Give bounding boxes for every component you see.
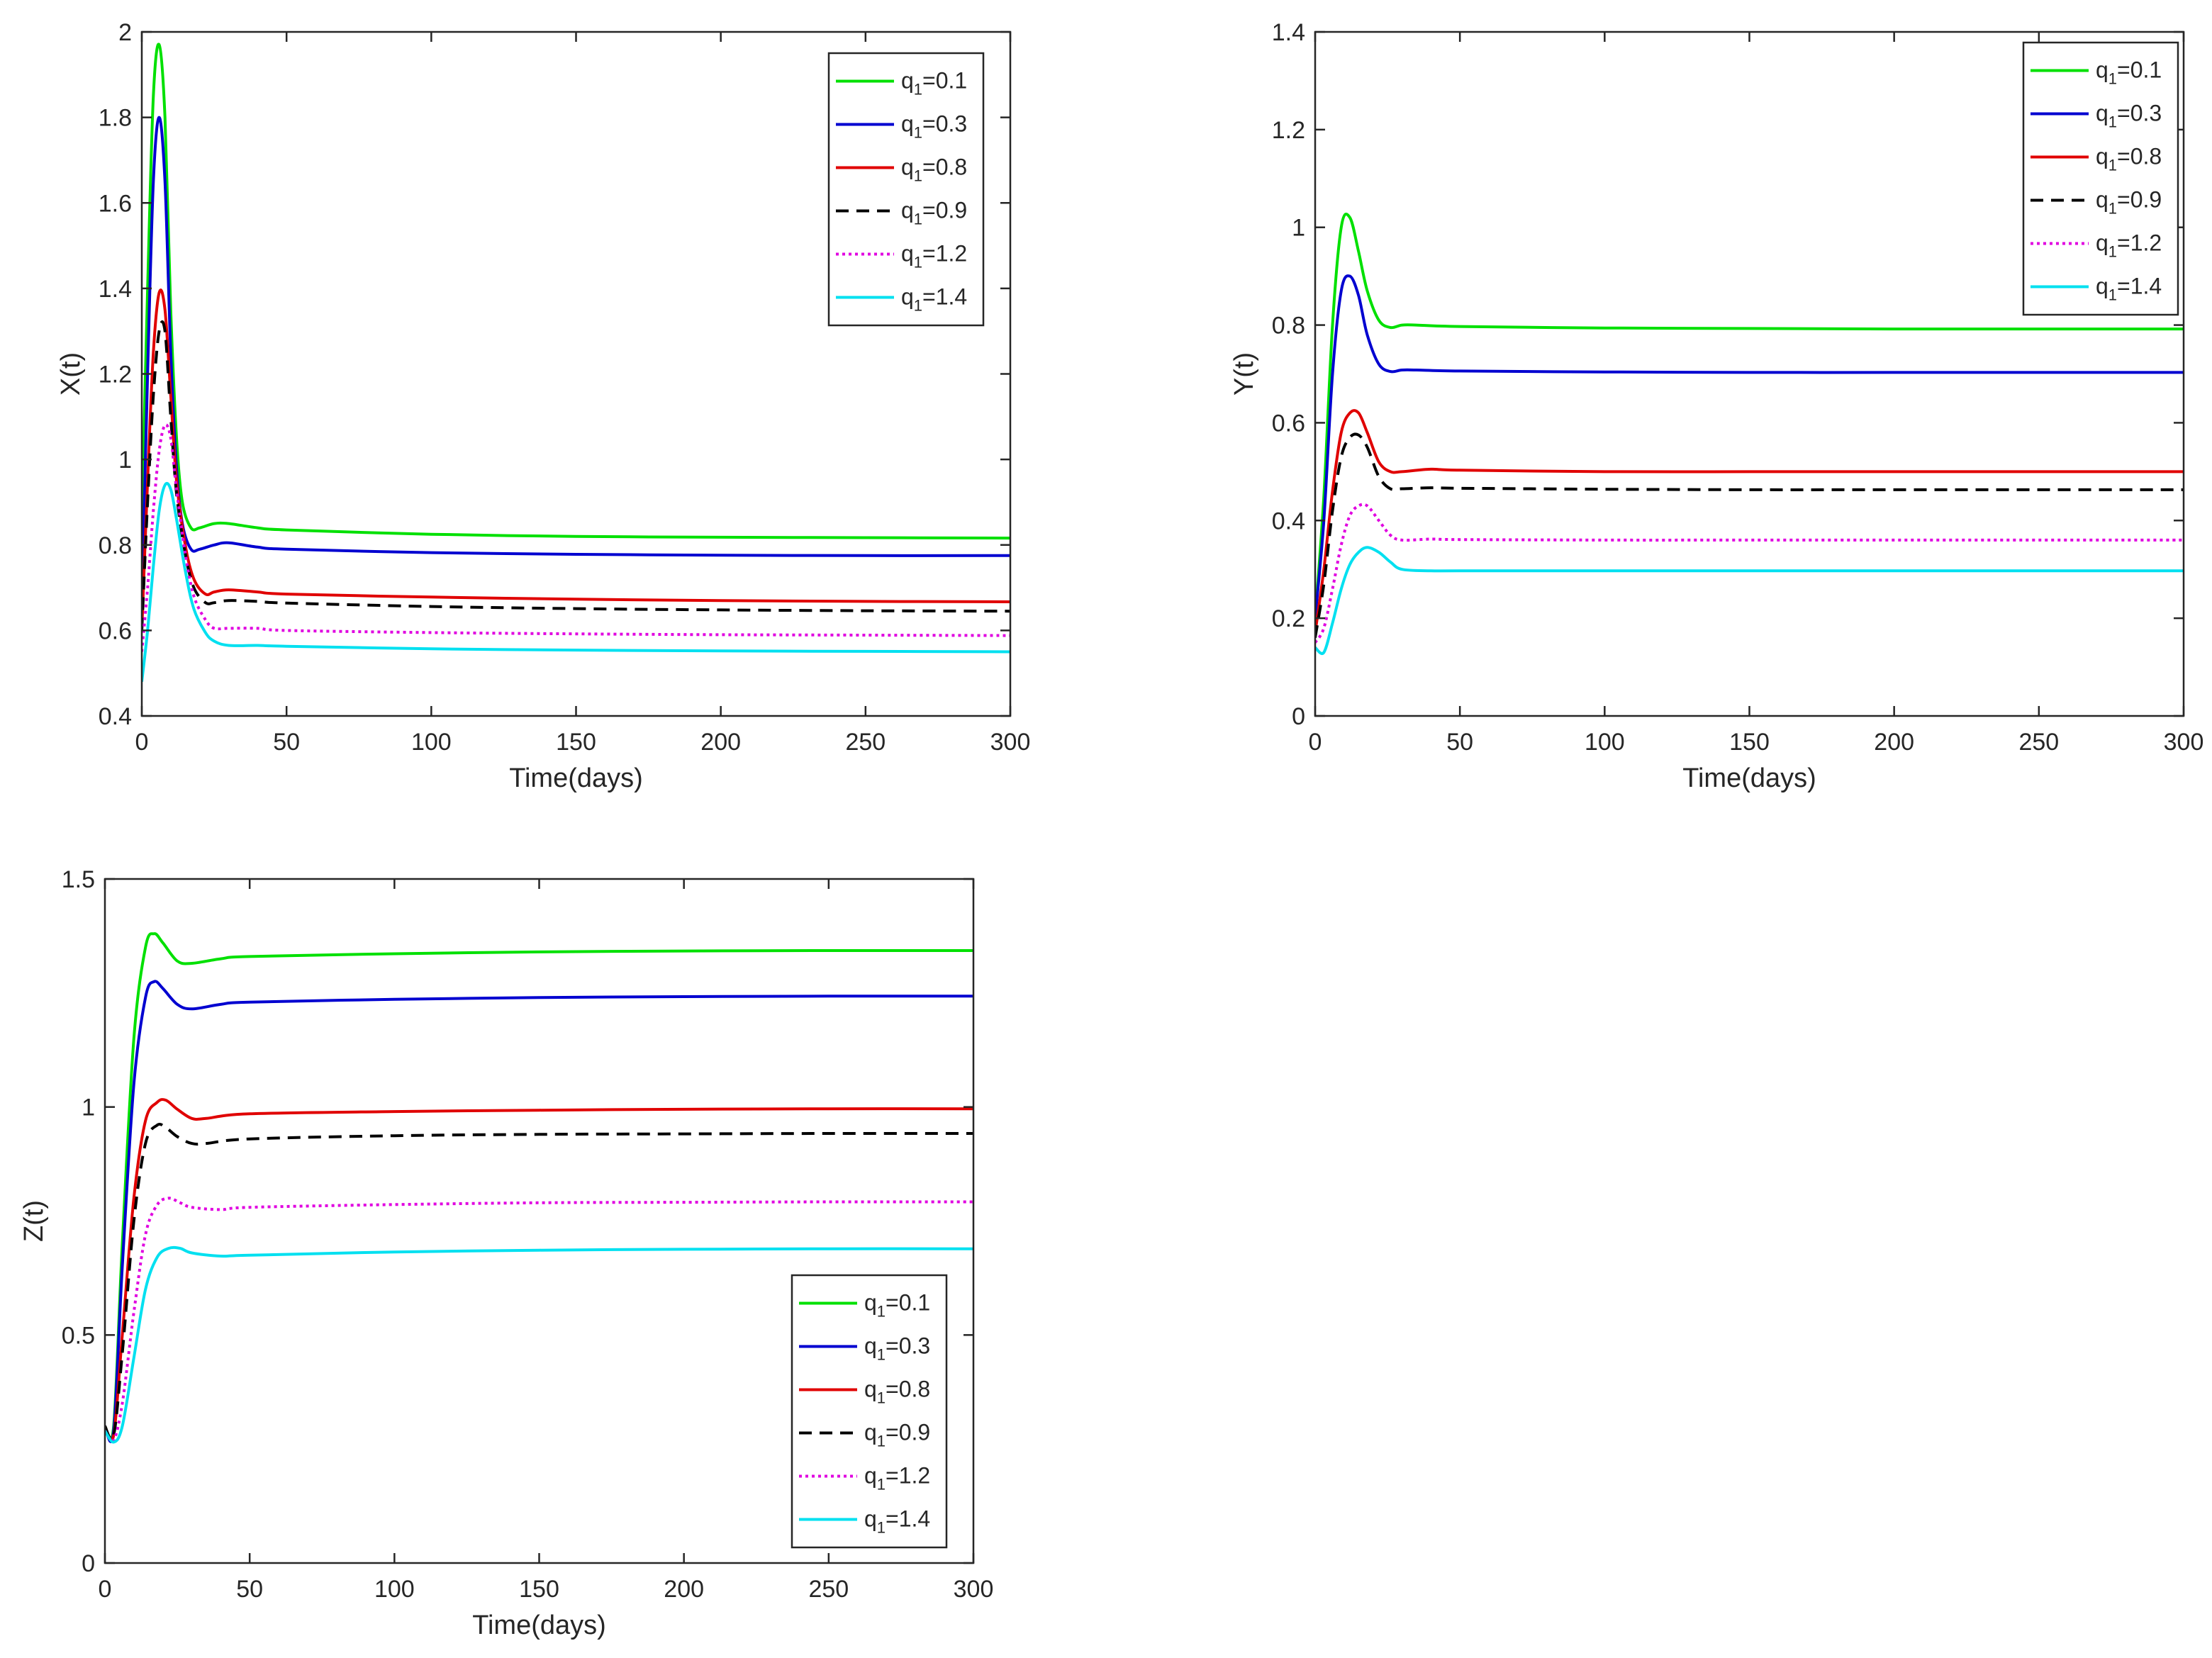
series-line-1: [1315, 213, 2184, 619]
x-tick-label: 300: [954, 1576, 994, 1603]
series-line-4: [142, 320, 1010, 631]
x-tick-label: 0: [1309, 729, 1322, 756]
series-line-1: [105, 932, 973, 1441]
legend-label: q1=1.4: [2096, 274, 2162, 304]
series-line-6: [105, 1245, 973, 1444]
y-tick-label: 0.4: [1272, 508, 1305, 534]
legend: q1=0.1 q1=0.3 q1=0.8 q1=0.9 q1=1.2 q1=1.4: [2022, 41, 2179, 316]
x-tick-label: 150: [556, 729, 596, 756]
y-axis-label: Z(t): [19, 1200, 49, 1242]
x-tick-label: 200: [664, 1576, 704, 1603]
series-line-6: [1315, 546, 2184, 655]
chart-y: 0 50 100 150 200 250 300 0 0.2 0.4 0.6 0.8 1 1.2 1.4 Ti…: [1229, 19, 2203, 793]
x-tick-label: 100: [1585, 729, 1625, 756]
chart-z: 0 50 100 150 200 250 300 0 0.5 1 1.5 Time(days) Z(t)…: [19, 866, 993, 1640]
y-tick-label: 1.8: [99, 105, 132, 132]
series-line-3: [142, 289, 1010, 631]
legend-label: q1=0.3: [2096, 101, 2162, 131]
series-group: [105, 932, 973, 1444]
series-line-2: [105, 980, 973, 1443]
legend-box: [827, 52, 985, 327]
series-line-1: [142, 43, 1010, 540]
x-axis-label: Time(days): [472, 1611, 606, 1640]
x-tick-label: 150: [1729, 729, 1770, 756]
legend-box: [791, 1274, 948, 1549]
legend-label: q1=0.9: [2096, 187, 2162, 218]
x-tick-label: 0: [135, 729, 149, 756]
series-line-3: [105, 1098, 973, 1443]
x-tick-label: 100: [411, 729, 452, 756]
y-axis-label: X(t): [56, 352, 86, 396]
series-line-2: [1315, 274, 2184, 619]
legend-label: q1=0.9: [901, 198, 967, 228]
x-axis-label: Time(days): [1682, 763, 1816, 793]
series-line-2: [142, 116, 1010, 610]
series-group: [142, 43, 1010, 683]
x-tick-label: 50: [1446, 729, 1473, 756]
y-tick-label: 1.4: [99, 276, 132, 303]
y-tick-label: 1.2: [1272, 117, 1305, 144]
y-tick-label: 0: [1292, 703, 1305, 730]
legend: q1=0.1 q1=0.3 q1=0.8 q1=0.9 q1=1.2 q1=1.4: [827, 52, 985, 327]
y-tick-label: 0: [82, 1550, 95, 1577]
series-line-5: [1315, 503, 2184, 644]
y-tick-label: 1: [1292, 215, 1305, 242]
y-tick-label: 0.8: [1272, 313, 1305, 340]
x-tick-label: 200: [1874, 729, 1914, 756]
x-tick-label: 300: [990, 729, 1031, 756]
legend-label: q1=1.2: [864, 1463, 930, 1494]
x-axis-label: Time(days): [509, 763, 643, 793]
series-line-6: [142, 481, 1010, 683]
x-tick-label: 250: [808, 1576, 849, 1603]
legend-box: [2022, 41, 2179, 316]
y-tick-label: 0.2: [1272, 605, 1305, 632]
y-tick-label: 1.5: [62, 866, 95, 893]
y-tick-label: 0.4: [99, 703, 132, 730]
y-tick-label: 0.5: [62, 1322, 95, 1349]
legend-label: q1=0.8: [864, 1377, 930, 1407]
series-line-4: [1315, 432, 2184, 639]
y-tick-label: 1.4: [1272, 19, 1305, 46]
legend-label: q1=0.3: [901, 111, 967, 142]
y-tick-label: 1.6: [99, 190, 132, 217]
x-tick-label: 50: [236, 1576, 263, 1603]
legend-label: q1=1.2: [901, 241, 967, 271]
x-tick-label: 250: [2018, 729, 2059, 756]
series-group: [1315, 213, 2184, 655]
legend-label: q1=0.9: [864, 1420, 930, 1450]
legend-label: q1=0.1: [901, 68, 967, 99]
y-tick-label: 1.2: [99, 362, 132, 388]
legend-label: q1=0.8: [901, 155, 967, 185]
x-tick-label: 50: [273, 729, 300, 756]
y-tick-label: 2: [118, 19, 132, 46]
legend-label: q1=1.4: [901, 284, 967, 315]
series-line-3: [1315, 409, 2184, 634]
chart-x: 0 50 100 150 200 250 300 0.4 0.6 0.8 1 1.2 1.4 1.6 1.8…: [56, 19, 1030, 793]
legend-label: q1=1.2: [2096, 230, 2162, 261]
legend: q1=0.1 q1=0.3 q1=0.8 q1=0.9 q1=1.2 q1=1.4: [791, 1274, 948, 1549]
x-tick-label: 100: [374, 1576, 415, 1603]
series-line-4: [105, 1122, 973, 1441]
y-tick-label: 1: [82, 1094, 95, 1121]
y-tick-label: 0.8: [99, 532, 132, 559]
x-tick-label: 150: [519, 1576, 559, 1603]
legend-label: q1=0.1: [2096, 57, 2162, 88]
x-tick-label: 0: [99, 1576, 112, 1603]
x-tick-label: 200: [700, 729, 741, 756]
y-axis-label: Y(t): [1229, 352, 1259, 396]
x-tick-label: 300: [2164, 729, 2204, 756]
legend-label: q1=0.8: [2096, 144, 2162, 174]
y-tick-label: 1: [118, 447, 132, 474]
x-tick-label: 250: [845, 729, 886, 756]
legend-label: q1=1.4: [864, 1506, 930, 1537]
legend-label: q1=0.3: [864, 1333, 930, 1364]
y-tick-label: 0.6: [1272, 410, 1305, 437]
y-tick-label: 0.6: [99, 617, 132, 644]
legend-label: q1=0.1: [864, 1290, 930, 1321]
